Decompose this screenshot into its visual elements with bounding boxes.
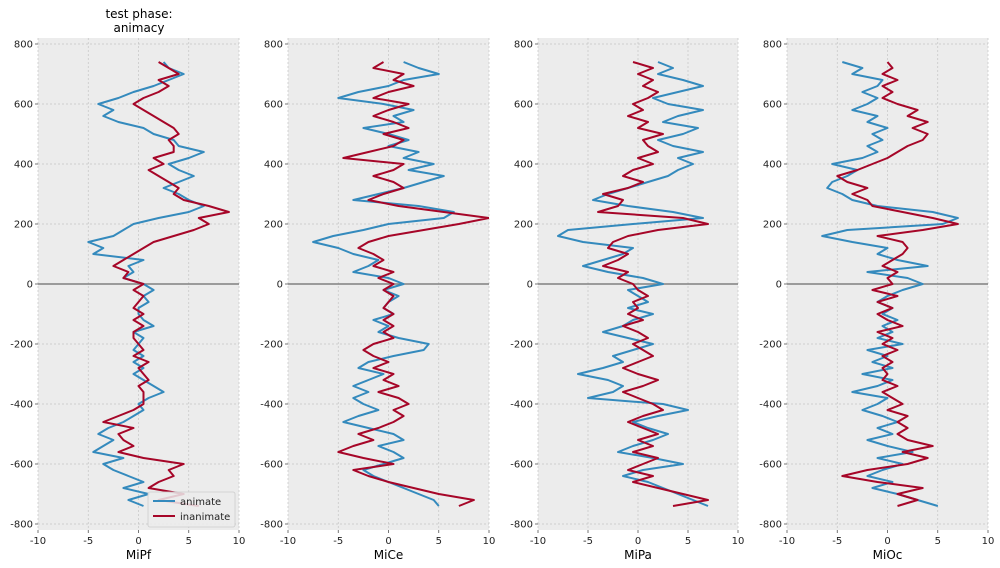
y-tick-label: -200 <box>759 340 782 351</box>
x-tick-label: 5 <box>935 536 941 547</box>
y-tick-label: 200 <box>763 220 782 231</box>
panel-MiCe: -800 -600 -400 -200 0 200 400 600 800 -10 -5 0 5 10 Mi… <box>260 38 495 562</box>
y-tick-label: 800 <box>14 40 33 51</box>
x-axis-label: MiOc <box>873 548 903 562</box>
x-tick-label: 10 <box>982 536 995 547</box>
x-tick-label: -10 <box>530 536 546 547</box>
y-tick-label: 400 <box>14 160 33 171</box>
x-tick-label: 10 <box>483 536 496 547</box>
x-tick-label: 0 <box>635 536 641 547</box>
x-tick-label: -5 <box>333 536 343 547</box>
y-tick-label: 600 <box>264 100 283 111</box>
series-line-animate <box>312 61 455 507</box>
y-tick-label: -600 <box>759 460 782 471</box>
y-tick-label: 400 <box>264 160 283 171</box>
y-tick-label: 200 <box>14 220 33 231</box>
y-tick-label: 800 <box>514 40 533 51</box>
x-tick-label: 0 <box>135 536 141 547</box>
y-tick-label: -800 <box>759 520 782 531</box>
y-tick-label: -400 <box>10 400 33 411</box>
panel-MiOc: -800 -600 -400 -200 0 200 400 600 800 -10 -5 0 5 10 Mi… <box>759 38 994 562</box>
y-tick-label: 400 <box>514 160 533 171</box>
y-tick-label: 0 <box>776 280 782 291</box>
y-tick-label: -400 <box>260 400 283 411</box>
y-tick-label: 0 <box>527 280 533 291</box>
legend-label-animate: animate <box>180 497 221 508</box>
series-line-inanimate <box>102 61 230 507</box>
series-group <box>557 61 709 507</box>
series-line-inanimate <box>836 61 959 507</box>
x-tick-label: -10 <box>30 536 46 547</box>
y-tick-label: -600 <box>510 460 533 471</box>
panel-MiPa: -800 -600 -400 -200 0 200 400 600 800 -10 -5 0 5 10 Mi… <box>510 38 744 562</box>
y-tick-label: -800 <box>10 520 33 531</box>
legend: animate inanimate <box>147 491 236 528</box>
series-line-animate <box>557 61 709 507</box>
y-tick-label: -600 <box>10 460 33 471</box>
y-tick-label: 600 <box>763 100 782 111</box>
x-tick-label: -10 <box>280 536 296 547</box>
legend-label-inanimate: inanimate <box>180 512 230 523</box>
x-tick-label: -5 <box>832 536 842 547</box>
series-group <box>821 61 959 507</box>
x-tick-label: 10 <box>233 536 246 547</box>
y-tick-label: 600 <box>514 100 533 111</box>
y-tick-label: 800 <box>763 40 782 51</box>
y-tick-label: 0 <box>277 280 283 291</box>
x-tick-label: 5 <box>186 536 192 547</box>
x-tick-label: 0 <box>385 536 391 547</box>
y-tick-label: 600 <box>14 100 33 111</box>
y-tick-label: -800 <box>510 520 533 531</box>
y-tick-label: -600 <box>260 460 283 471</box>
y-tick-label: 200 <box>264 220 283 231</box>
x-tick-label: -5 <box>83 536 93 547</box>
series-line-inanimate <box>337 61 489 507</box>
panels: -800 -600 -400 -200 0 200 400 600 800 -10 -5 0 5 10 Mi… <box>10 38 994 562</box>
x-tick-label: -5 <box>583 536 593 547</box>
y-tick-label: 800 <box>264 40 283 51</box>
series-group <box>87 61 230 507</box>
chart-title-line-1: test phase: <box>105 7 172 21</box>
series-group <box>312 61 489 507</box>
x-tick-label: 5 <box>436 536 442 547</box>
x-axis-label: MiPa <box>624 548 652 562</box>
y-tick-label: -200 <box>10 340 33 351</box>
y-tick-label: -400 <box>759 400 782 411</box>
x-axis-label: MiPf <box>126 548 152 562</box>
y-tick-label: 400 <box>763 160 782 171</box>
y-tick-label: 0 <box>27 280 33 291</box>
x-axis-label: MiCe <box>374 548 403 562</box>
series-line-animate <box>821 61 959 507</box>
panel-MiPf: -800 -600 -400 -200 0 200 400 600 800 -10 -5 0 5 10 Mi… <box>10 38 245 562</box>
y-tick-label: -200 <box>510 340 533 351</box>
y-tick-label: -400 <box>510 400 533 411</box>
x-tick-label: -10 <box>779 536 795 547</box>
y-tick-label: 200 <box>514 220 533 231</box>
chart-title-line-2: animacy <box>113 21 164 35</box>
y-tick-label: -200 <box>260 340 283 351</box>
x-tick-label: 10 <box>732 536 745 547</box>
x-tick-label: 0 <box>884 536 890 547</box>
series-line-inanimate <box>597 61 709 507</box>
x-tick-label: 5 <box>685 536 691 547</box>
y-tick-label: -800 <box>260 520 283 531</box>
